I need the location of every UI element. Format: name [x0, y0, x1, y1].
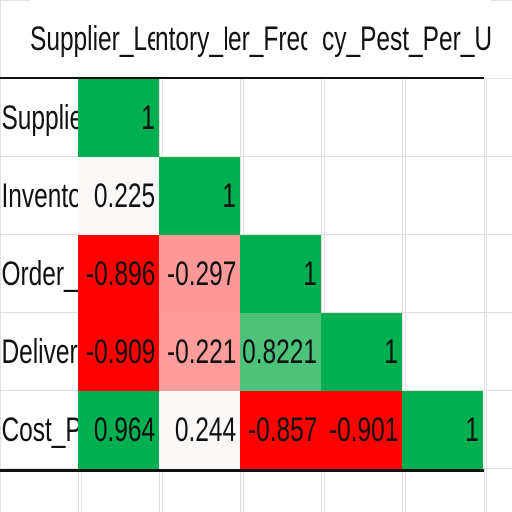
- correlation-cell[interactable]: -0.221: [159, 313, 240, 391]
- table-bottom-border: [0, 469, 484, 472]
- row-label-inventory[interactable]: Inventor: [1, 176, 78, 215]
- cell-value: -0.857: [247, 410, 317, 449]
- column-header-cost-per-unit[interactable]: st_Per_Unit: [390, 0, 491, 78]
- cell-value: -0.221: [166, 332, 236, 371]
- correlation-cell[interactable]: 1: [240, 235, 321, 313]
- correlation-cell[interactable]: -0.857: [240, 391, 321, 469]
- cell-value: 0.964: [93, 410, 155, 449]
- column-header-delivery-performance[interactable]: cy_Perfor: [322, 0, 394, 78]
- cell-value: -0.896: [85, 254, 155, 293]
- row-label-supplier[interactable]: Supplier: [1, 98, 78, 137]
- cell-value: 1: [465, 410, 479, 449]
- correlation-cell[interactable]: 0.244: [159, 391, 240, 469]
- column-header-inventory-level[interactable]: ntory_Le: [155, 0, 227, 78]
- cell-value: 0.225: [93, 176, 155, 215]
- correlation-cell[interactable]: -0.297: [159, 235, 240, 313]
- gridline: [0, 156, 512, 157]
- correlation-cell[interactable]: -0.901: [321, 391, 402, 469]
- header-border: [0, 77, 484, 79]
- correlation-cell[interactable]: 0.964: [78, 391, 159, 469]
- cell-value: 0.8221: [242, 332, 317, 371]
- correlation-cell[interactable]: 1: [159, 157, 240, 235]
- correlation-cell[interactable]: 1: [402, 391, 483, 469]
- cell-value: 1: [303, 254, 317, 293]
- row-label-delivery[interactable]: Delivery: [1, 332, 78, 371]
- gridline: [484, 0, 485, 512]
- cell-value: -0.909: [85, 332, 155, 371]
- row-label-order-frequency[interactable]: Order_Fr: [1, 254, 78, 293]
- column-header-order-frequency[interactable]: er_Frequ: [228, 0, 308, 78]
- cell-value: 1: [384, 332, 398, 371]
- correlation-cell[interactable]: 0.225: [78, 157, 159, 235]
- row-label-cost-per[interactable]: Cost_Per: [1, 410, 78, 449]
- correlation-cell[interactable]: 1: [78, 79, 159, 157]
- cell-value: -0.901: [328, 410, 398, 449]
- cell-value: 1: [222, 176, 236, 215]
- gridline: [0, 234, 512, 235]
- gridline: [321, 0, 322, 512]
- correlation-cell[interactable]: -0.909: [78, 313, 159, 391]
- correlation-cell[interactable]: 1: [321, 313, 402, 391]
- cell-value: -0.297: [166, 254, 236, 293]
- gridline: [402, 0, 403, 512]
- cell-value: 1: [141, 98, 155, 137]
- correlation-cell[interactable]: 0.8221: [240, 313, 321, 391]
- cell-value: 0.244: [174, 410, 236, 449]
- correlation-cell[interactable]: -0.896: [78, 235, 159, 313]
